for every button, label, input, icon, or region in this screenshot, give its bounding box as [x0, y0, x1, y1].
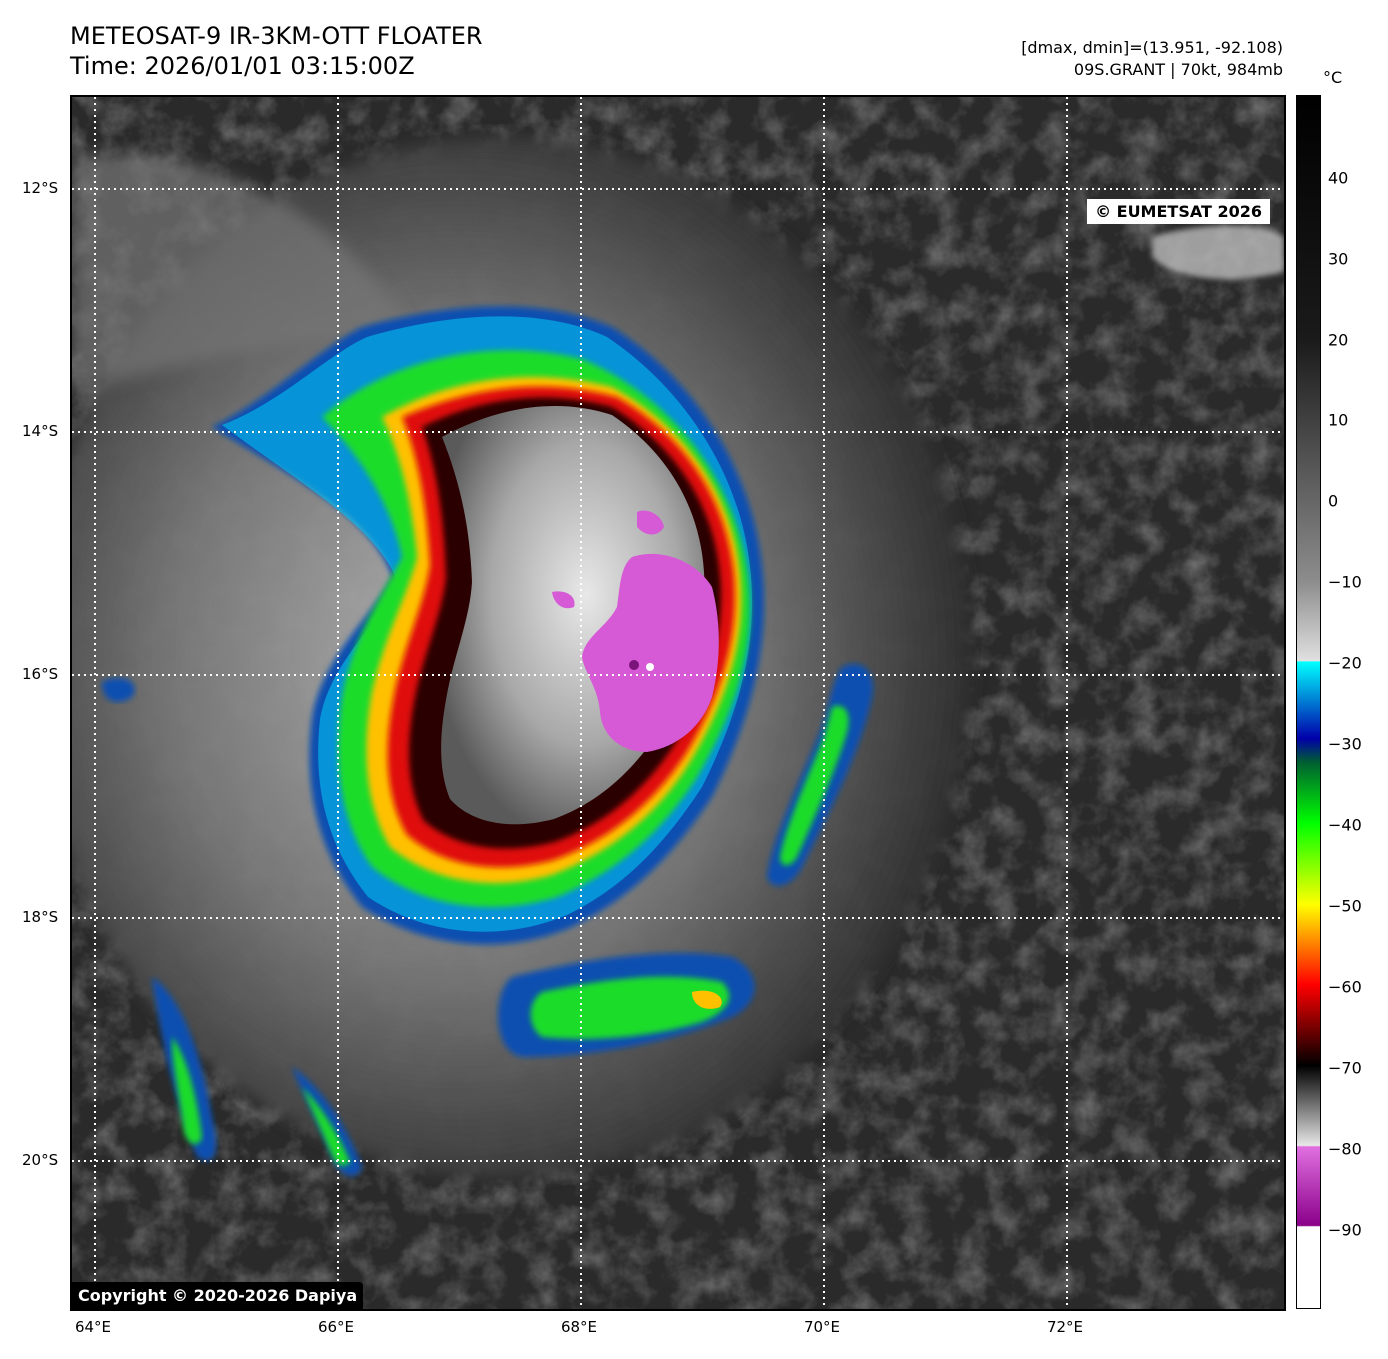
lat-label-12s: 12°S: [22, 179, 59, 197]
lon-label-70e: 70°E: [803, 1318, 841, 1336]
lon-label-68e: 68°E: [560, 1318, 598, 1336]
lon-label-64e: 64°E: [74, 1318, 112, 1336]
colorbar-tick: −70: [1328, 1058, 1362, 1078]
colorbar-unit: °C: [1323, 68, 1343, 87]
copyright-label: Copyright © 2020-2026 Dapiya: [72, 1282, 364, 1309]
colorbar-tick: −20: [1328, 653, 1362, 673]
colorbar-tick: −30: [1328, 734, 1362, 754]
lat-label-20s: 20°S: [22, 1151, 59, 1169]
storm-info-label: 09S.GRANT | 70kt, 984mb: [1073, 60, 1283, 79]
figure-time: Time: 2026/01/01 03:15:00Z: [70, 52, 415, 80]
satellite-imagery: [72, 97, 1284, 1309]
colorbar-tick: 10: [1328, 410, 1349, 430]
colorbar-tick: 30: [1328, 249, 1349, 269]
lat-label-16s: 16°S: [22, 665, 59, 683]
colorbar-tick: −50: [1328, 896, 1362, 916]
colorbar-tick: −80: [1328, 1139, 1362, 1159]
colorbar-tick: 0: [1328, 491, 1339, 511]
colorbar-tick: −60: [1328, 977, 1362, 997]
colorbar-tick: 40: [1328, 168, 1349, 188]
lon-label-66e: 66°E: [317, 1318, 355, 1336]
figure-title: METEOSAT-9 IR-3KM-OTT FLOATER: [70, 22, 483, 50]
data-range-label: [dmax, dmin]=(13.951, -92.108): [1021, 38, 1283, 57]
colorbar-tick: −90: [1328, 1220, 1362, 1240]
colorbar-tick: −40: [1328, 815, 1362, 835]
gridlines: [72, 97, 1284, 1309]
satellite-image-map: © EUMETSAT 2026 Copyright © 2020-2026 Da…: [70, 95, 1286, 1311]
lat-label-18s: 18°S: [22, 908, 59, 926]
eumetsat-credit: © EUMETSAT 2026: [1087, 199, 1270, 224]
colorbar-tick: 20: [1328, 330, 1349, 350]
colorbar-tick: −10: [1328, 572, 1362, 592]
lon-label-72e: 72°E: [1046, 1318, 1084, 1336]
lat-label-14s: 14°S: [22, 422, 59, 440]
colorbar: [1296, 95, 1321, 1309]
